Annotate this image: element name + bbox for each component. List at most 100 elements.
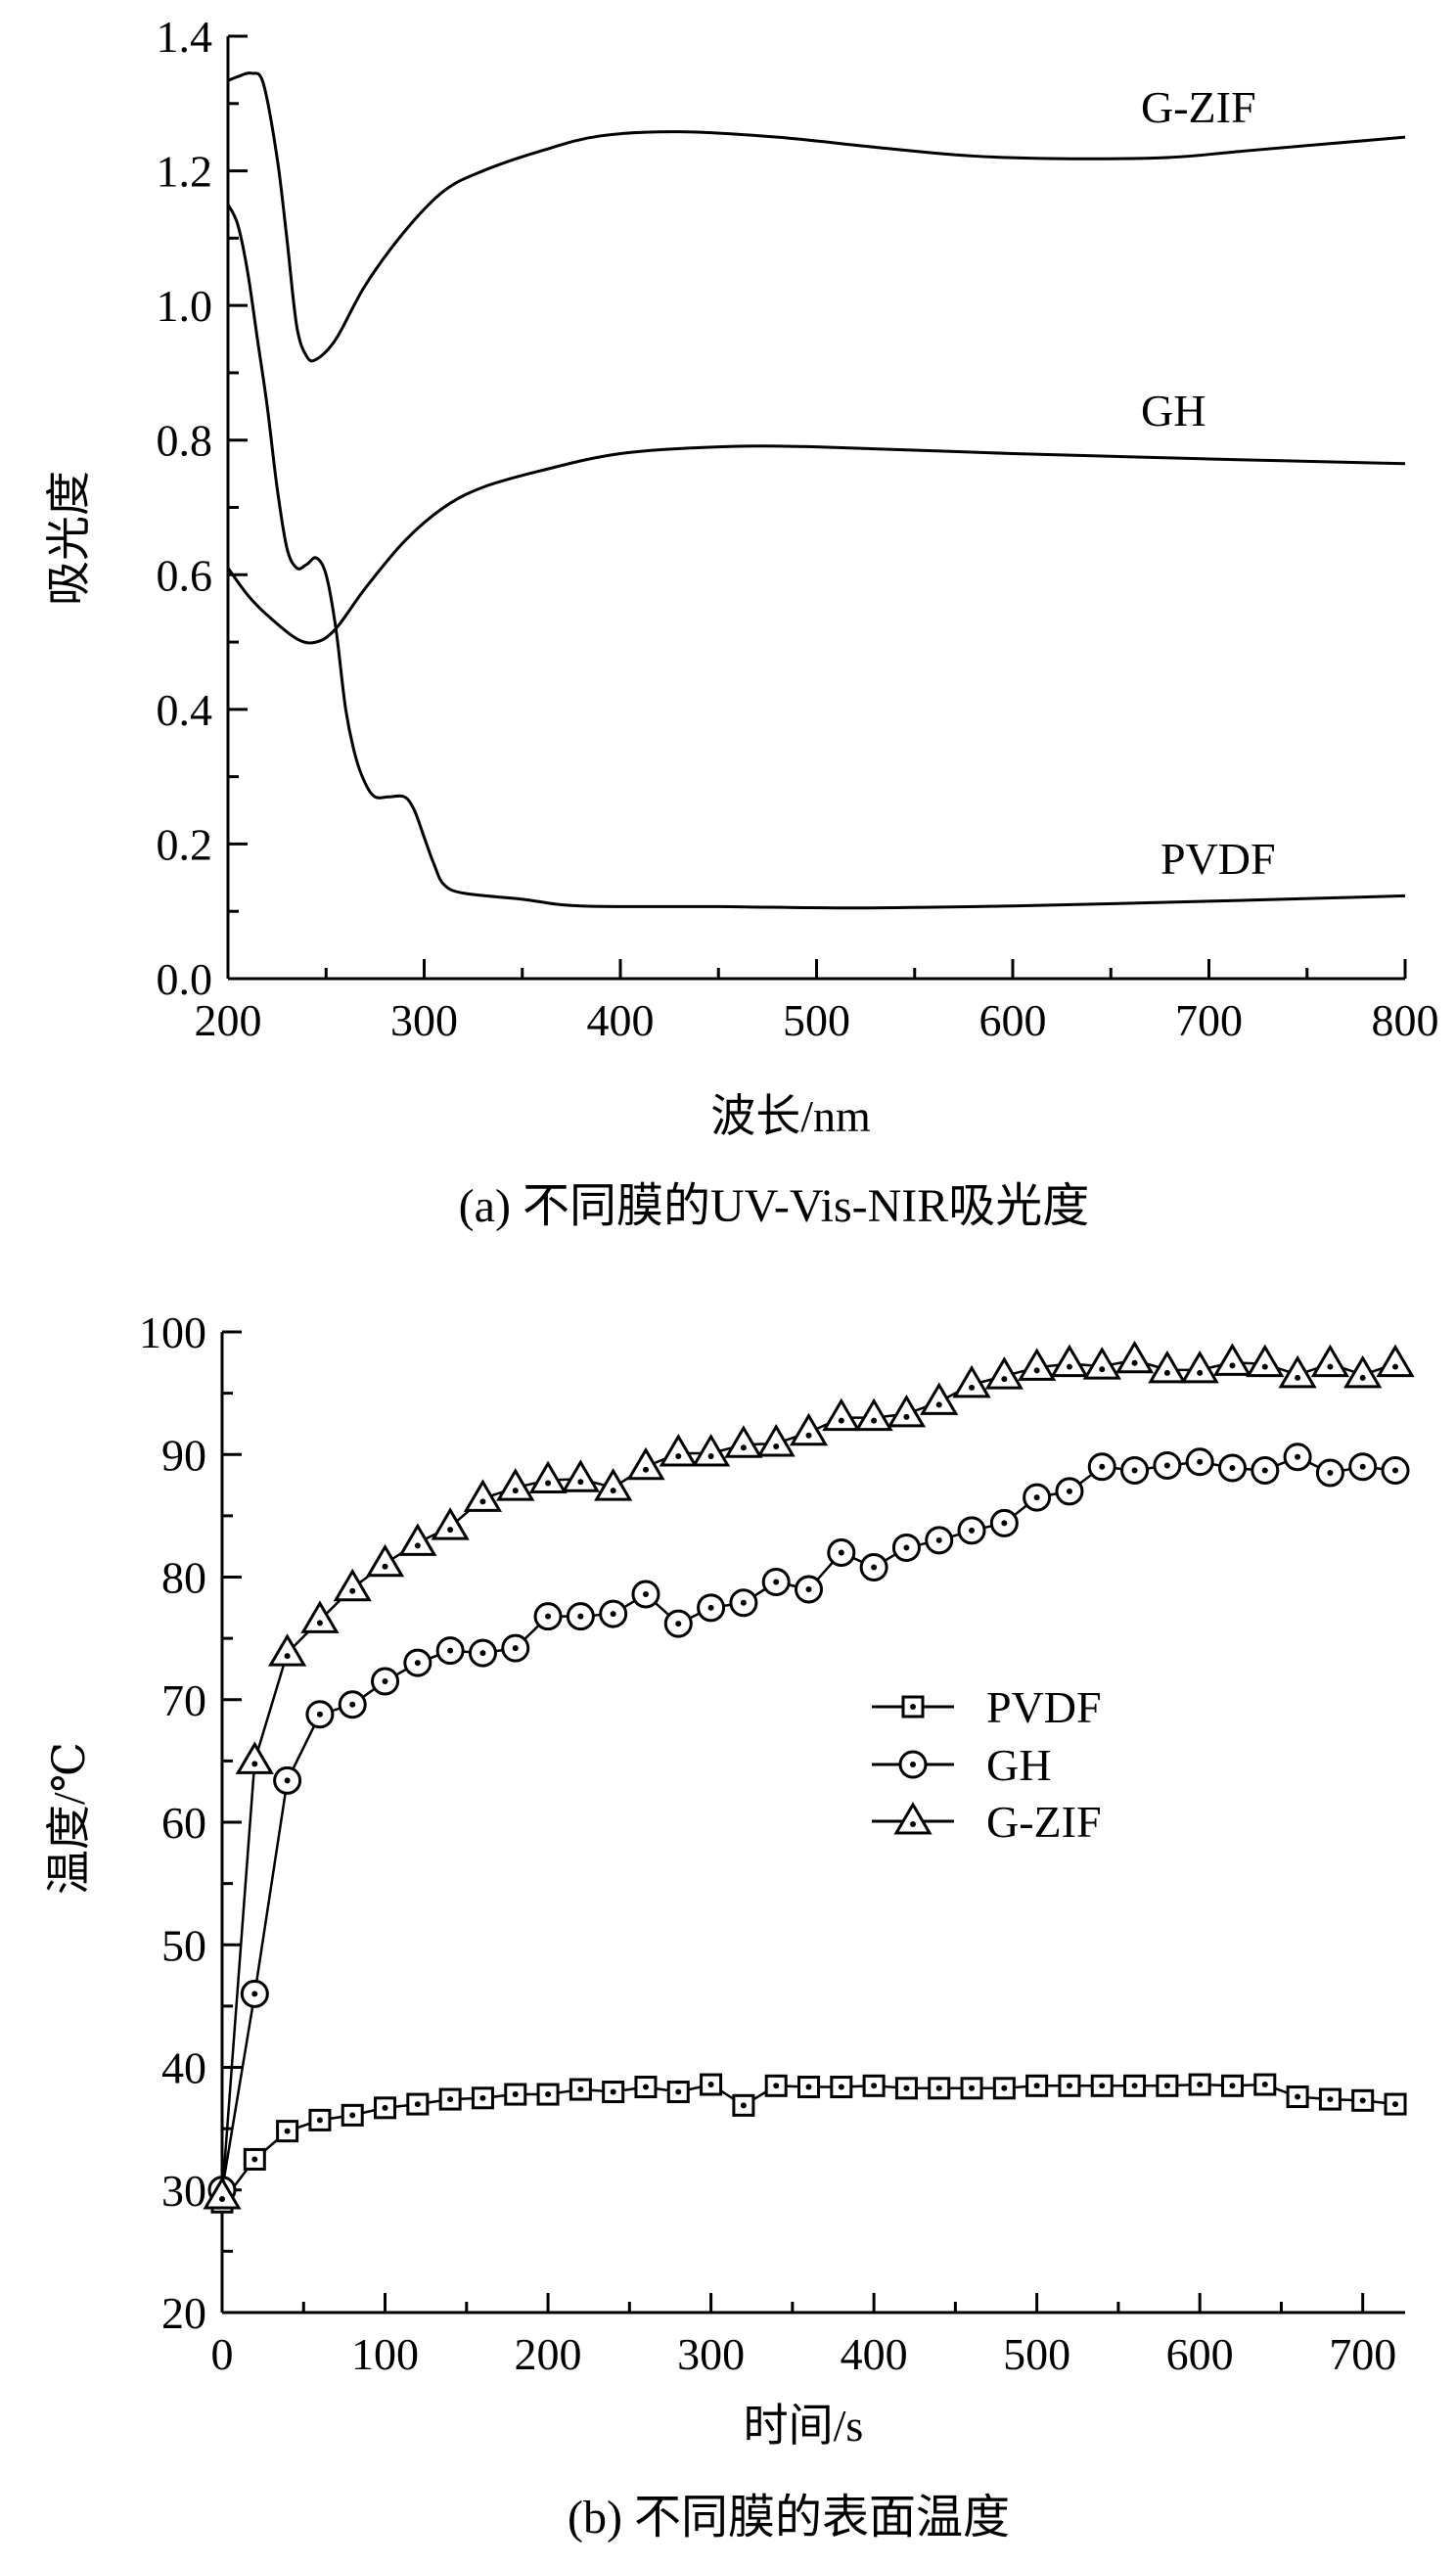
series-label-g-zif: G-ZIF bbox=[1141, 82, 1256, 132]
data-point-g-zif-dot bbox=[1229, 1362, 1236, 1369]
data-point-gh-dot bbox=[642, 1591, 649, 1598]
chart-a-y-tick-label: 0.2 bbox=[157, 819, 213, 869]
chart-a-y-tick-label: 0.6 bbox=[157, 550, 213, 600]
data-point-pvdf-dot bbox=[1392, 2101, 1399, 2108]
chart-b-y-tick-label: 20 bbox=[161, 2288, 206, 2338]
series-line-pvdf bbox=[226, 204, 1406, 910]
chart-a-x-tick-label: 300 bbox=[390, 995, 458, 1045]
data-point-gh-dot bbox=[349, 1701, 356, 1708]
data-point-gh-dot bbox=[773, 1579, 780, 1585]
data-point-gh-dot bbox=[545, 1613, 552, 1620]
chart-a-y-tick-label: 1.2 bbox=[157, 147, 213, 197]
data-point-pvdf-dot bbox=[577, 2086, 584, 2093]
data-point-g-zif-dot bbox=[316, 1620, 323, 1627]
data-point-gh-dot bbox=[935, 1536, 942, 1543]
data-point-gh-dot bbox=[805, 1586, 812, 1593]
data-point-g-zif bbox=[235, 1741, 274, 1774]
data-point-g-zif-dot bbox=[251, 1761, 258, 1767]
data-point-gh-dot bbox=[740, 1599, 747, 1606]
data-point-gh-dot bbox=[1327, 1470, 1334, 1477]
chart-b-y-tick-label: 50 bbox=[161, 1920, 206, 1970]
data-point-gh-dot bbox=[969, 1527, 976, 1534]
data-point-g-zif-dot bbox=[349, 1587, 356, 1594]
data-point-g-zif bbox=[691, 1434, 731, 1467]
chart-b-y-tick-label: 30 bbox=[161, 2166, 206, 2216]
data-point-pvdf-dot bbox=[773, 2083, 780, 2089]
data-point-gh-dot bbox=[512, 1645, 519, 1652]
data-point-gh-dot bbox=[1001, 1520, 1008, 1527]
chart-a-x-tick-label: 500 bbox=[783, 995, 850, 1045]
data-point-gh-dot bbox=[1261, 1467, 1268, 1474]
data-point-gh-dot bbox=[1359, 1463, 1366, 1470]
legend-label-gh: GH bbox=[986, 1740, 1051, 1790]
data-point-g-zif-dot bbox=[1261, 1363, 1268, 1370]
chart-b-x-tick-label: 600 bbox=[1166, 2329, 1234, 2379]
chart-b-x-tick-label: 0 bbox=[211, 2329, 234, 2379]
data-point-g-zif bbox=[594, 1468, 633, 1501]
data-point-g-zif bbox=[1018, 1348, 1057, 1381]
data-point-gh-dot bbox=[1033, 1494, 1040, 1501]
data-point-pvdf-dot bbox=[512, 2091, 519, 2098]
data-point-pvdf-dot bbox=[349, 2112, 356, 2119]
data-point-gh-dot bbox=[447, 1647, 454, 1654]
data-point-g-zif bbox=[1148, 1350, 1187, 1384]
chart-b-x-tick-label: 400 bbox=[841, 2329, 908, 2379]
data-point-pvdf-dot bbox=[251, 2156, 258, 2163]
data-point-g-zif-dot bbox=[382, 1563, 388, 1570]
data-point-pvdf-dot bbox=[903, 2085, 910, 2091]
data-point-g-zif bbox=[1343, 1354, 1383, 1389]
data-point-pvdf-dot bbox=[1163, 2083, 1170, 2089]
data-point-g-zif bbox=[431, 1507, 470, 1540]
data-point-pvdf-dot bbox=[1131, 2083, 1138, 2089]
data-point-g-zif-dot bbox=[1001, 1376, 1008, 1383]
data-point-g-zif bbox=[789, 1412, 829, 1446]
data-point-pvdf-dot bbox=[414, 2101, 421, 2108]
data-point-pvdf-dot bbox=[1033, 2083, 1040, 2089]
series-line-g-zif bbox=[227, 71, 1406, 363]
chart-a-x-tick-label: 400 bbox=[587, 995, 655, 1045]
data-point-g-zif bbox=[756, 1424, 796, 1457]
data-point-g-zif bbox=[496, 1468, 535, 1501]
data-point-g-zif bbox=[561, 1459, 600, 1492]
data-point-pvdf-dot bbox=[675, 2088, 682, 2095]
data-point-gh-dot bbox=[414, 1660, 421, 1667]
data-point-pvdf-dot bbox=[1295, 2093, 1301, 2100]
data-point-g-zif bbox=[822, 1398, 861, 1432]
data-point-pvdf-dot bbox=[479, 2094, 486, 2101]
absorbance-chart: 波长/nm 吸光度 (a) 不同膜的UV-Vis-NIR吸光度 200 300 40… bbox=[44, 12, 1439, 1232]
data-point-g-zif bbox=[1310, 1344, 1350, 1378]
data-point-pvdf-dot bbox=[1066, 2083, 1072, 2089]
legend-label-g-zif: G-ZIF bbox=[986, 1797, 1102, 1847]
chart-a-y-tick-label: 1.4 bbox=[157, 12, 213, 62]
data-point-g-zif-dot bbox=[577, 1479, 584, 1486]
data-point-g-zif bbox=[984, 1356, 1024, 1390]
data-point-g-zif bbox=[203, 2177, 242, 2210]
data-point-g-zif bbox=[952, 1364, 991, 1398]
chart-a-x-tick-label: 800 bbox=[1372, 995, 1439, 1045]
data-point-gh-dot bbox=[1099, 1463, 1106, 1470]
chart-a-xlabel: 波长/nm bbox=[710, 1091, 871, 1141]
data-point-g-zif-dot bbox=[1359, 1374, 1366, 1381]
data-point-g-zif bbox=[626, 1446, 665, 1481]
legend-marker-g-zif-dot bbox=[910, 1821, 916, 1827]
data-point-pvdf-dot bbox=[871, 2083, 878, 2089]
data-point-pvdf-dot bbox=[935, 2085, 942, 2091]
chart-b-x-tick-label: 100 bbox=[351, 2329, 419, 2379]
data-point-g-zif-dot bbox=[1163, 1369, 1170, 1376]
data-point-g-zif-dot bbox=[219, 2196, 225, 2203]
chart-a-x-tick-label: 600 bbox=[979, 995, 1047, 1045]
data-point-g-zif-dot bbox=[1099, 1366, 1106, 1373]
data-point-g-zif-dot bbox=[1066, 1363, 1072, 1370]
chart-b-y-tick-label: 70 bbox=[161, 1675, 206, 1725]
data-point-g-zif bbox=[1050, 1344, 1089, 1378]
legend-marker-gh-dot bbox=[910, 1762, 916, 1767]
data-point-pvdf-dot bbox=[1099, 2083, 1106, 2089]
chart-a-y-tick-label: 0.4 bbox=[157, 685, 213, 735]
data-point-g-zif-dot bbox=[414, 1542, 421, 1549]
chart-b-x-tick-label: 300 bbox=[677, 2329, 745, 2379]
data-point-g-zif bbox=[365, 1543, 405, 1578]
data-point-g-zif-dot bbox=[1197, 1369, 1204, 1376]
chart-b-y-tick-label: 60 bbox=[161, 1798, 206, 1848]
data-point-pvdf-dot bbox=[610, 2088, 616, 2095]
chart-b-x-tick-label: 200 bbox=[515, 2329, 582, 2379]
